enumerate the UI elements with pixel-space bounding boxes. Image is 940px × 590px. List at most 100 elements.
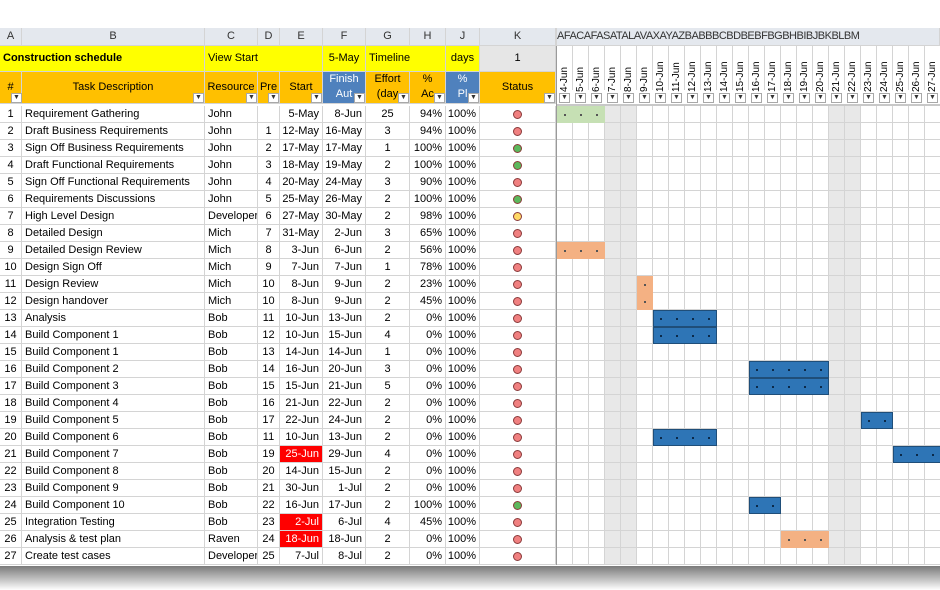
gantt-cell[interactable]: [893, 123, 909, 140]
gantt-cell[interactable]: [925, 429, 940, 446]
gantt-cell[interactable]: [893, 395, 909, 412]
gantt-cell[interactable]: [861, 106, 877, 123]
gantt-cell[interactable]: [829, 497, 845, 514]
gantt-cell[interactable]: [925, 480, 940, 497]
gantt-bar[interactable]: [749, 497, 781, 514]
gantt-cell[interactable]: [557, 174, 573, 191]
gantt-cell[interactable]: [749, 157, 765, 174]
pct-plan-cell[interactable]: 100%: [446, 378, 480, 395]
start-date-cell[interactable]: 16-Jun: [280, 361, 323, 378]
effort-cell[interactable]: 2: [366, 412, 410, 429]
resource-cell[interactable]: Developer: [205, 548, 258, 565]
gantt-cell[interactable]: [701, 106, 717, 123]
gantt-cell[interactable]: [685, 140, 701, 157]
gantt-cell[interactable]: [893, 225, 909, 242]
gantt-cell[interactable]: [909, 531, 925, 548]
gantt-col-letter[interactable]: BD: [726, 30, 741, 42]
resource-cell[interactable]: John: [205, 140, 258, 157]
col-header-D[interactable]: D: [258, 28, 280, 46]
gantt-cell[interactable]: [701, 242, 717, 259]
gantt-cell[interactable]: [733, 208, 749, 225]
gantt-cell[interactable]: [861, 140, 877, 157]
pct-actual-cell[interactable]: 78%: [410, 259, 446, 276]
gantt-cell[interactable]: [685, 242, 701, 259]
gantt-cell[interactable]: [733, 463, 749, 480]
gantt-cell[interactable]: [781, 140, 797, 157]
gantt-col-letter[interactable]: BM: [843, 30, 860, 42]
gantt-cell[interactable]: [749, 225, 765, 242]
resource-cell[interactable]: Mich: [205, 259, 258, 276]
gantt-cell[interactable]: [765, 140, 781, 157]
gantt-cell[interactable]: [589, 140, 605, 157]
gantt-cell[interactable]: [877, 548, 893, 565]
gantt-cell[interactable]: [797, 497, 813, 514]
effort-cell[interactable]: 25: [366, 106, 410, 123]
gantt-cell[interactable]: [589, 157, 605, 174]
finish-date-cell[interactable]: 13-Jun: [323, 310, 366, 327]
gantt-cell[interactable]: [749, 208, 765, 225]
gantt-cell[interactable]: [589, 463, 605, 480]
gantt-cell[interactable]: [717, 429, 733, 446]
gantt-cell[interactable]: [589, 361, 605, 378]
gantt-bar[interactable]: [749, 378, 829, 395]
pct-plan-cell[interactable]: 100%: [446, 276, 480, 293]
gantt-cell[interactable]: [925, 123, 940, 140]
gantt-cell[interactable]: [685, 106, 701, 123]
gantt-cell[interactable]: [813, 293, 829, 310]
gantt-cell[interactable]: [925, 242, 940, 259]
gantt-cell[interactable]: [765, 480, 781, 497]
col-header-J[interactable]: J: [446, 28, 480, 46]
status-cell[interactable]: [480, 157, 556, 174]
finish-date-cell[interactable]: 17-May: [323, 140, 366, 157]
gantt-cell[interactable]: [589, 293, 605, 310]
gantt-cell[interactable]: [765, 327, 781, 344]
gantt-cell[interactable]: [589, 276, 605, 293]
gantt-cell[interactable]: [637, 123, 653, 140]
gantt-cell[interactable]: [573, 497, 589, 514]
pct-plan-cell[interactable]: 100%: [446, 548, 480, 565]
row-number[interactable]: 4: [0, 157, 22, 174]
gantt-cell[interactable]: [845, 361, 861, 378]
gantt-cell[interactable]: [589, 191, 605, 208]
row-number[interactable]: 19: [0, 412, 22, 429]
task-description[interactable]: Requirements Discussions: [22, 191, 205, 208]
gantt-cell[interactable]: [733, 344, 749, 361]
gantt-cell[interactable]: [685, 208, 701, 225]
resource-cell[interactable]: Bob: [205, 412, 258, 429]
gantt-cell[interactable]: [637, 310, 653, 327]
gantt-cell[interactable]: [685, 412, 701, 429]
gantt-cell[interactable]: [717, 293, 733, 310]
status-cell[interactable]: [480, 106, 556, 123]
gantt-cell[interactable]: [637, 327, 653, 344]
task-description[interactable]: Integration Testing: [22, 514, 205, 531]
gantt-cell[interactable]: [717, 463, 733, 480]
gantt-cell[interactable]: [813, 395, 829, 412]
gantt-cell[interactable]: [605, 531, 621, 548]
pct-actual-cell[interactable]: 98%: [410, 208, 446, 225]
gantt-cell[interactable]: [605, 361, 621, 378]
gantt-cell[interactable]: [669, 276, 685, 293]
gantt-cell[interactable]: [701, 276, 717, 293]
gantt-cell[interactable]: [557, 548, 573, 565]
gantt-cell[interactable]: [637, 344, 653, 361]
pct-plan-cell[interactable]: 100%: [446, 310, 480, 327]
gantt-cell[interactable]: [653, 242, 669, 259]
gantt-cell[interactable]: [621, 514, 637, 531]
pct-plan-cell[interactable]: 100%: [446, 463, 480, 480]
gantt-cell[interactable]: [637, 361, 653, 378]
gantt-cell[interactable]: [669, 174, 685, 191]
gantt-cell[interactable]: [813, 327, 829, 344]
gantt-cell[interactable]: [925, 276, 940, 293]
gantt-col-letter[interactable]: BG: [767, 30, 783, 42]
gantt-cell[interactable]: [925, 463, 940, 480]
gantt-cell[interactable]: [701, 157, 717, 174]
filter-dropdown-icon[interactable]: ▼: [193, 93, 204, 103]
gantt-cell[interactable]: [749, 412, 765, 429]
gantt-cell[interactable]: [893, 344, 909, 361]
task-description[interactable]: Build Component 6: [22, 429, 205, 446]
gantt-cell[interactable]: [797, 242, 813, 259]
task-description[interactable]: Build Component 3: [22, 378, 205, 395]
predecessor-cell[interactable]: 20: [258, 463, 280, 480]
gantt-cell[interactable]: [893, 259, 909, 276]
gantt-cell[interactable]: [605, 191, 621, 208]
